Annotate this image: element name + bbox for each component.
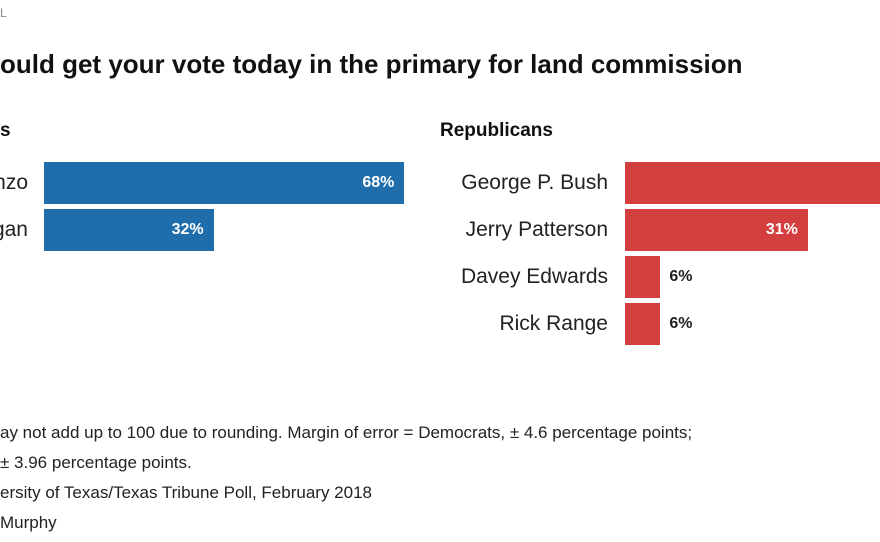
chart-title: ould get your vote today in the primary … bbox=[0, 49, 743, 79]
bar bbox=[625, 162, 880, 204]
bar bbox=[44, 209, 214, 251]
note-rounding: ay not add up to 100 due to rounding. Ma… bbox=[0, 423, 693, 442]
bar-value-label: 6% bbox=[669, 315, 693, 332]
candidate-label: Jerry Patterson bbox=[465, 218, 608, 241]
candidate-label: Rick Range bbox=[499, 312, 608, 335]
dem-group-heading: s bbox=[0, 120, 11, 141]
note-source: ersity of Texas/Texas Tribune Poll, Febr… bbox=[0, 483, 372, 502]
bar-value-label: 68% bbox=[362, 174, 395, 191]
rep-group-heading: Republicans bbox=[440, 120, 553, 141]
footnotes: ay not add up to 100 due to rounding. Ma… bbox=[0, 418, 880, 538]
candidate-label: nzo bbox=[0, 171, 28, 194]
bar-value-label: 31% bbox=[765, 221, 798, 238]
kicker: L bbox=[0, 6, 7, 20]
bar bbox=[44, 162, 405, 204]
note-credit: Murphy bbox=[0, 513, 57, 532]
bar bbox=[625, 256, 661, 298]
candidate-label: gan bbox=[0, 218, 28, 241]
candidate-label: George P. Bush bbox=[461, 171, 608, 194]
bar bbox=[625, 209, 808, 251]
candidate-label: Davey Edwards bbox=[460, 265, 608, 288]
bar-value-label: 32% bbox=[171, 221, 204, 238]
note-margin: ± 3.96 percentage points. bbox=[0, 453, 192, 472]
bar bbox=[625, 303, 661, 345]
bar-value-label: 6% bbox=[669, 268, 693, 285]
